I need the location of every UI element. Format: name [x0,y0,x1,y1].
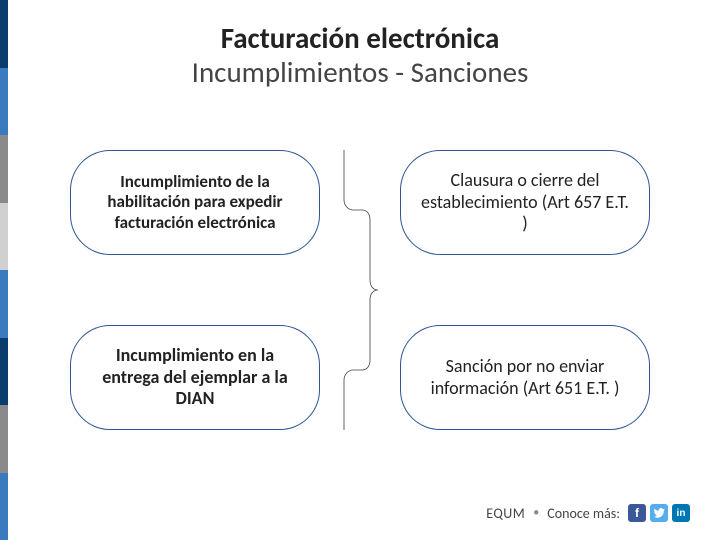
bracket-connector [342,130,380,450]
sidebar-segment [0,405,8,473]
slide: Facturación electrónica Incumplimientos … [0,0,720,540]
facebook-icon[interactable]: f [628,504,646,522]
footer-tagline: Conoce más: [547,505,620,522]
sidebar-segment [0,270,8,338]
sidebar-segment [0,473,8,540]
title-line-2: Incumplimientos - Sanciones [0,56,720,89]
linkedin-icon[interactable]: in [672,504,690,522]
box-bottom-left: Incumplimiento en la entrega del ejempla… [70,325,320,430]
box-top-right: Clausura o cierre del establecimiento (A… [400,150,650,255]
footer-brand: EQUM [486,505,525,522]
diagram: Incumplimiento de la habilitación para e… [70,130,660,450]
sidebar-segment [0,338,8,406]
title-line-1: Facturación electrónica [0,20,720,56]
box-bottom-right: Sanción por no enviar información (Art 6… [400,325,650,430]
sidebar-segment [0,135,8,203]
footer: EQUM • Conoce más: f in [486,504,690,522]
box-text: Incumplimiento en la entrega del ejempla… [91,345,299,410]
box-text: Clausura o cierre del establecimiento (A… [421,170,629,235]
sidebar-segment [0,203,8,271]
social-icons: f in [628,504,690,522]
box-text: Incumplimiento de la habilitación para e… [91,172,299,233]
bracket-path [344,150,378,430]
footer-separator-icon: • [533,506,539,520]
title-block: Facturación electrónica Incumplimientos … [0,20,720,89]
box-text: Sanción por no enviar información (Art 6… [421,356,629,399]
twitter-icon[interactable] [650,504,668,522]
box-top-left: Incumplimiento de la habilitación para e… [70,150,320,255]
